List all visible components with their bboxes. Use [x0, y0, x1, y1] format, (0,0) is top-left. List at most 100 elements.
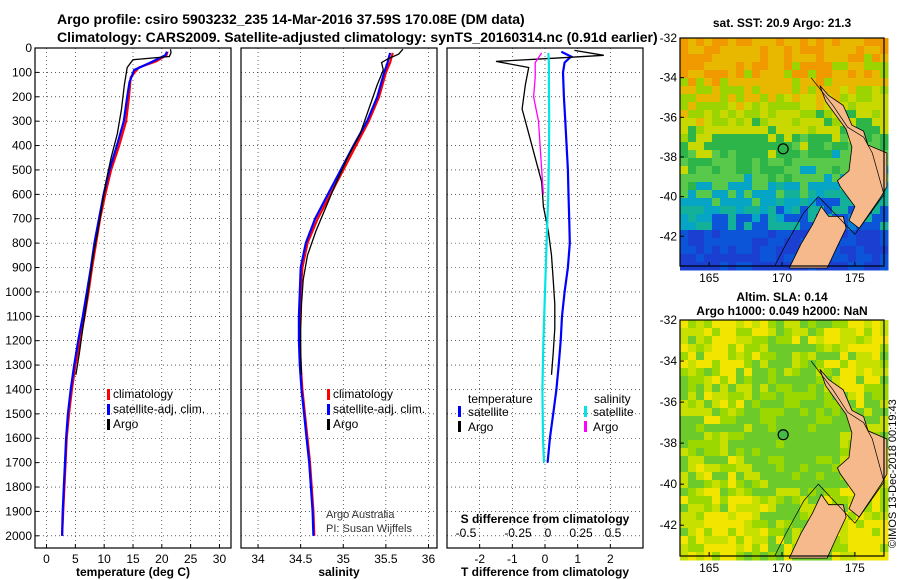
- sst-map-cell: [728, 254, 737, 263]
- sla-map-cell: [816, 376, 825, 385]
- difference-xlabel: T difference from climatology: [461, 565, 629, 579]
- imos-watermark: ©IMOS 13-Dec-2018 00:19:43: [887, 399, 899, 548]
- sst-map-cell: [816, 150, 825, 159]
- sst-map-cell: [688, 166, 697, 175]
- sla-map-cell: [848, 488, 857, 497]
- sla-map-cell: [768, 448, 777, 457]
- sla-map-cell: [768, 528, 777, 537]
- sla-map-cell: [688, 536, 697, 545]
- sla-map-cell: [800, 440, 809, 449]
- sst-map-cell: [720, 246, 729, 255]
- sst-map-cell: [832, 46, 841, 55]
- sst-map-cell: [696, 102, 705, 111]
- sla-map-cell: [712, 480, 721, 489]
- sst-map-cell: [696, 190, 705, 199]
- sla-map-cell: [736, 344, 745, 353]
- sla-map-cell: [720, 408, 729, 417]
- sst-map-cell: [712, 78, 721, 87]
- sla-map-cell: [792, 464, 801, 473]
- sla-map-cell: [808, 344, 817, 353]
- sst-map-cell: [824, 166, 833, 175]
- sla-map-cell: [832, 352, 841, 361]
- sst-map-cell: [792, 206, 801, 215]
- sla-map-cell: [728, 440, 737, 449]
- sla-map-cell: [800, 408, 809, 417]
- sst-map-cell: [824, 150, 833, 159]
- sla-map-cell: [840, 424, 849, 433]
- temperature-legend-swatch: [107, 404, 110, 415]
- sst-map-cell: [776, 86, 785, 95]
- sst-map-cell: [776, 198, 785, 207]
- sst-map-cell: [688, 126, 697, 135]
- sla-map-cell: [688, 528, 697, 537]
- sst-map-cell: [760, 238, 769, 247]
- sst-map-cell: [736, 110, 745, 119]
- sla-map-cell: [848, 536, 857, 545]
- sla-map-cell: [680, 392, 689, 401]
- sst-map-cell: [800, 102, 809, 111]
- sst-map-cell: [760, 134, 769, 143]
- sst-map-cell: [704, 70, 713, 79]
- sst-map-cell: [824, 110, 833, 119]
- sst-map-cell: [792, 86, 801, 95]
- sla-map-cell: [680, 320, 689, 329]
- sst-map-cell: [688, 70, 697, 79]
- sla-map-cell: [744, 320, 753, 329]
- sst-map-ytick-label: -40: [660, 190, 678, 204]
- sla-map-cell: [688, 368, 697, 377]
- sst-map-cell: [760, 70, 769, 79]
- sst-map-cell: [688, 94, 697, 103]
- sst-map-cell: [712, 246, 721, 255]
- sst-map-cell: [872, 118, 881, 127]
- sst-map-cell: [872, 222, 881, 231]
- sst-map-cell: [752, 86, 761, 95]
- diff-legend-swatch: [458, 421, 461, 432]
- sla-map-cell: [872, 320, 881, 329]
- sst-map-cell: [752, 238, 761, 247]
- sla-map-cell: [872, 384, 881, 393]
- sla-map-cell: [776, 528, 785, 537]
- sst-map-cell: [856, 246, 865, 255]
- sla-map-cell: [832, 456, 841, 465]
- sla-map-cell: [728, 336, 737, 345]
- sla-map-cell: [848, 512, 857, 521]
- sla-map-cell: [824, 416, 833, 425]
- sla-map-cell: [760, 368, 769, 377]
- sla-map-cell: [840, 376, 849, 385]
- sla-map-cell: [840, 544, 849, 553]
- sst-map-cell: [752, 38, 761, 47]
- sst-map-cell: [776, 46, 785, 55]
- sla-map-cell: [688, 376, 697, 385]
- sla-map-cell: [872, 504, 881, 513]
- sla-map-cell: [744, 488, 753, 497]
- depth-tick-label: 400: [12, 139, 32, 153]
- sst-map-cell: [808, 198, 817, 207]
- sst-map-cell: [760, 198, 769, 207]
- sla-map-cell: [824, 464, 833, 473]
- sst-map-cell: [688, 134, 697, 143]
- sst-map-cell: [696, 254, 705, 263]
- sla-map-cell: [744, 448, 753, 457]
- sla-map-cell: [752, 536, 761, 545]
- sst-map-cell: [704, 150, 713, 159]
- sst-map-cell: [752, 134, 761, 143]
- sst-map-cell: [704, 38, 713, 47]
- sst-map-cell: [856, 118, 865, 127]
- sla-map-cell: [728, 344, 737, 353]
- sst-map-cell: [800, 38, 809, 47]
- sla-map-cell: [800, 464, 809, 473]
- sla-map-cell: [824, 472, 833, 481]
- difference-xtick-label: -2: [474, 552, 485, 566]
- sst-map-cell: [784, 118, 793, 127]
- sst-map-cell: [680, 174, 689, 183]
- sst-map-cell: [760, 222, 769, 231]
- sla-map-cell: [840, 360, 849, 369]
- sst-map-cell: [840, 158, 849, 167]
- sst-map-cell: [872, 142, 881, 151]
- sla-map-cell: [680, 464, 689, 473]
- sla-map-cell: [736, 320, 745, 329]
- sst-map-cell: [736, 214, 745, 223]
- sst-map-cell: [720, 230, 729, 239]
- sla-map-cell: [736, 360, 745, 369]
- sst-map-cell: [688, 62, 697, 71]
